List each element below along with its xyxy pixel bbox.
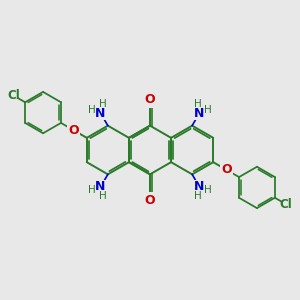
Text: H: H <box>204 105 212 115</box>
Text: N: N <box>95 181 106 194</box>
Text: Cl: Cl <box>8 89 20 102</box>
Text: N: N <box>194 181 205 194</box>
Text: H: H <box>194 99 202 109</box>
Text: O: O <box>221 163 232 176</box>
Text: H: H <box>88 185 96 195</box>
Text: N: N <box>95 106 106 119</box>
Text: H: H <box>98 99 106 109</box>
Text: O: O <box>145 194 155 207</box>
Text: Cl: Cl <box>280 198 292 211</box>
Text: N: N <box>194 106 205 119</box>
Text: O: O <box>68 124 79 137</box>
Text: H: H <box>88 105 96 115</box>
Text: H: H <box>194 191 202 201</box>
Text: H: H <box>204 185 212 195</box>
Text: O: O <box>145 93 155 106</box>
Text: H: H <box>98 191 106 201</box>
